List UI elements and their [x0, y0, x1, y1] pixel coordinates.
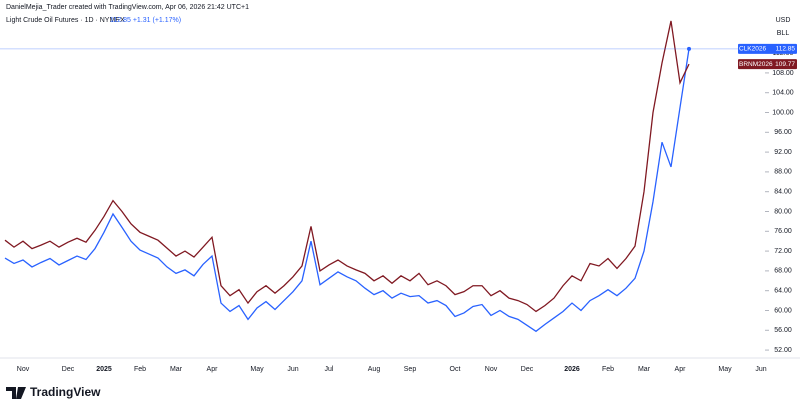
x-tick-label: Nov	[17, 366, 30, 373]
quote: 112.85 +1.31 (+1.17%)	[110, 17, 181, 24]
y-tick-label: 76.00	[774, 228, 792, 235]
symbol: Light Crude Oil Futures · 1D · NYMEX	[6, 17, 125, 24]
y-tick-label: 108.00	[772, 70, 794, 77]
y-tick-label: 64.00	[774, 288, 792, 295]
x-tick-label: Aug	[368, 366, 381, 373]
y-tick-label: 100.00	[772, 109, 794, 116]
x-tick-label: Feb	[134, 366, 146, 373]
x-tick-label: Jul	[325, 366, 334, 373]
x-tick-label: Oct	[450, 366, 461, 373]
price-line	[4, 48, 690, 333]
logo-text: TradingView	[30, 385, 101, 399]
last-point	[687, 46, 691, 51]
y-tick-label: 52.00	[774, 347, 792, 354]
y-tick-label: 60.00	[774, 307, 792, 314]
unit: BLL	[777, 30, 790, 37]
x-tick-label: Mar	[170, 366, 183, 373]
x-tick-label: 2025	[96, 366, 112, 373]
x-tick-label: Sep	[404, 366, 417, 373]
price-tag	[738, 43, 797, 54]
attribution: DanielMejia_Trader created with TradingV…	[6, 4, 249, 11]
logo: TradingView	[6, 385, 101, 399]
x-tick-label: Jun	[287, 366, 298, 373]
x-tick-label: Mar	[638, 366, 651, 373]
x-tick-label: Dec	[62, 366, 75, 373]
price-tag-name: BRNM2026	[739, 61, 773, 68]
price-tag-name: CLK2026	[739, 46, 766, 53]
x-tick-label: May	[718, 366, 732, 373]
y-tick-label: 80.00	[774, 208, 792, 215]
y-tick-label: 72.00	[774, 248, 792, 255]
price-tag-value: 109.77	[775, 61, 795, 68]
price-line	[4, 20, 690, 313]
price-tag-value: 112.85	[776, 46, 796, 53]
price-tag	[738, 59, 797, 70]
y-tick-label: 104.00	[772, 90, 794, 97]
x-tick-label: May	[250, 366, 264, 373]
x-tick-label: Apr	[675, 366, 687, 373]
x-tick-label: Apr	[207, 366, 219, 373]
x-tick-label: 2026	[564, 366, 580, 373]
y-tick-label: 68.00	[774, 268, 792, 275]
y-tick-label: 88.00	[774, 169, 792, 176]
x-tick-label: Jun	[755, 366, 766, 373]
currency: USD	[776, 17, 791, 24]
x-tick-label: Feb	[602, 366, 614, 373]
x-tick-label: Nov	[485, 366, 498, 373]
x-tick-label: Dec	[521, 366, 534, 373]
y-tick-label: 96.00	[774, 129, 792, 136]
y-tick-label: 92.00	[774, 149, 792, 156]
y-tick-label: 56.00	[774, 327, 792, 334]
y-tick-label: 84.00	[774, 189, 792, 196]
